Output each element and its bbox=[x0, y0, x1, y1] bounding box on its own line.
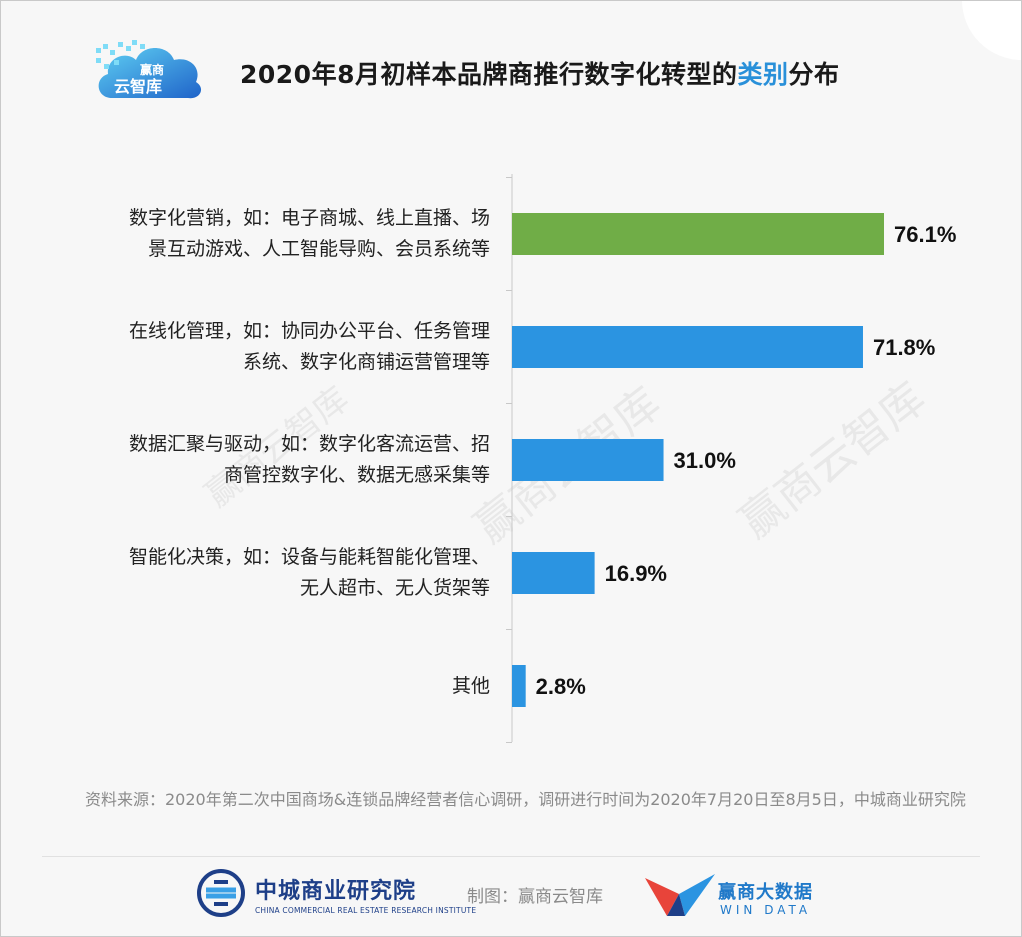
category-label-line: 智能化决策，如：设备与能耗智能化管理、 bbox=[128, 546, 490, 568]
bar-4 bbox=[512, 665, 526, 707]
category-label-line: 景互动游戏、人工智能导购、会员系统等 bbox=[147, 238, 490, 260]
title-part2: 分布 bbox=[788, 60, 840, 89]
logo-line1: 赢商 bbox=[140, 62, 164, 77]
category-label-line: 无人超市、无人货架等 bbox=[299, 577, 490, 599]
value-label-4: 2.8% bbox=[536, 674, 586, 699]
category-label-1: 在线化管理，如：协同办公平台、任务管理系统、数字化商铺运营管理等 bbox=[70, 316, 490, 378]
value-label-3: 16.9% bbox=[605, 561, 667, 586]
value-label-2: 31.0% bbox=[674, 448, 736, 473]
category-label-line: 其他 bbox=[451, 674, 490, 697]
bar-3 bbox=[512, 552, 595, 594]
category-label-0: 数字化营销，如：电子商城、线上直播、场景互动游戏、人工智能导购、会员系统等 bbox=[70, 203, 490, 265]
bar-0 bbox=[512, 213, 884, 255]
category-label-line: 系统、数字化商铺运营管理等 bbox=[242, 351, 490, 373]
brand-name-en: WIN DATA bbox=[720, 903, 812, 917]
chart-title: 2020年8月初样本品牌商推行数字化转型的类别分布 bbox=[240, 55, 840, 91]
category-label-line: 数字化营销，如：电子商城、线上直播、场 bbox=[128, 207, 490, 229]
title-highlight: 类别 bbox=[737, 60, 789, 89]
zhongcheng-logo-icon bbox=[197, 869, 245, 917]
org-name-en: CHINA COMMERCIAL REAL ESTATE RESEARCH IN… bbox=[255, 906, 477, 915]
value-label-0: 76.1% bbox=[894, 222, 956, 247]
category-label-line: 数据汇聚与驱动，如：数字化客流运营、招 bbox=[128, 433, 490, 455]
value-label-1: 71.8% bbox=[873, 335, 935, 360]
category-label-2: 数据汇聚与驱动，如：数字化客流运营、招商管控数字化、数据无感采集等 bbox=[70, 429, 490, 491]
brand-name-cn: 赢商大数据 bbox=[718, 882, 813, 903]
bar-1 bbox=[512, 326, 863, 368]
yingshang-cloud-logo: 赢商 云智库 bbox=[96, 40, 202, 99]
chart-credit: 制图：赢商云智库 bbox=[467, 887, 603, 907]
org-name-cn: 中城商业研究院 bbox=[255, 879, 417, 904]
bar-chart: 76.1% 71.8% 31.0% 16.9% 2.8% bbox=[506, 174, 956, 743]
title-part1: 2020年8月初样本品牌商推行数字化转型的 bbox=[240, 60, 738, 89]
category-label-3: 智能化决策，如：设备与能耗智能化管理、无人超市、无人货架等 bbox=[70, 542, 490, 604]
win-data-logo-icon bbox=[645, 874, 715, 916]
bar-2 bbox=[512, 439, 664, 481]
card-corner bbox=[962, 1, 1021, 60]
source-note: 资料来源：2020年第二次中国商场&连锁品牌经营者信心调研，调研进行时间为202… bbox=[85, 790, 966, 809]
category-label-line: 商管控数字化、数据无感采集等 bbox=[223, 464, 490, 486]
logo-line2: 云智库 bbox=[114, 77, 162, 96]
footer-divider bbox=[42, 856, 980, 857]
category-label-4: 其他 bbox=[70, 671, 490, 702]
category-label-line: 在线化管理，如：协同办公平台、任务管理 bbox=[128, 320, 490, 342]
